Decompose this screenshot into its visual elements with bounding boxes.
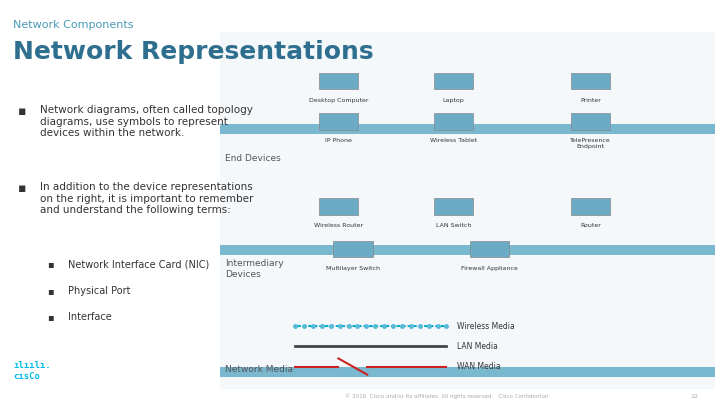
- Text: Wireless Router: Wireless Router: [314, 223, 363, 228]
- Text: Router: Router: [580, 223, 600, 228]
- Bar: [220, 367, 715, 377]
- Text: Laptop: Laptop: [443, 98, 464, 102]
- FancyBboxPatch shape: [433, 113, 474, 130]
- FancyBboxPatch shape: [571, 113, 611, 130]
- Text: IP Phone: IP Phone: [325, 138, 352, 143]
- Text: TelePresence
Endpoint: TelePresence Endpoint: [570, 138, 611, 149]
- Text: Physical Port: Physical Port: [68, 286, 131, 296]
- FancyBboxPatch shape: [433, 198, 474, 215]
- FancyBboxPatch shape: [318, 72, 358, 90]
- Text: Network diagrams, often called topology
diagrams, use symbols to represent
devic: Network diagrams, often called topology …: [40, 105, 253, 139]
- Text: Interface: Interface: [68, 312, 112, 322]
- Bar: [220, 245, 715, 255]
- Bar: [220, 124, 715, 134]
- Text: LAN Switch: LAN Switch: [436, 223, 472, 228]
- Text: LAN Media: LAN Media: [457, 342, 498, 351]
- FancyBboxPatch shape: [318, 198, 358, 215]
- FancyBboxPatch shape: [571, 72, 611, 90]
- Text: Wireless Tablet: Wireless Tablet: [430, 138, 477, 143]
- Text: Network Representations: Network Representations: [13, 40, 374, 64]
- Text: In addition to the device representations
on the right, it is important to remem: In addition to the device representation…: [40, 182, 253, 215]
- Text: Network Components: Network Components: [13, 20, 133, 30]
- Text: © 2016  Cisco and/or its affiliates. All rights reserved.   Cisco Confidential: © 2016 Cisco and/or its affiliates. All …: [345, 393, 548, 399]
- Text: Network Interface Card (NIC): Network Interface Card (NIC): [68, 259, 210, 269]
- Text: Intermediary
Devices: Intermediary Devices: [225, 259, 283, 279]
- Text: End Devices: End Devices: [225, 154, 280, 163]
- Text: ılıılı.
cısCo: ılıılı. cısCo: [13, 361, 50, 381]
- Text: ▪: ▪: [18, 182, 27, 195]
- Text: ▪: ▪: [18, 105, 27, 118]
- FancyBboxPatch shape: [333, 241, 373, 258]
- Text: ▪: ▪: [47, 286, 53, 296]
- Text: Multilayer Switch: Multilayer Switch: [325, 266, 380, 271]
- Text: Desktop Computer: Desktop Computer: [309, 98, 368, 102]
- Text: WAN Media: WAN Media: [457, 362, 501, 371]
- FancyBboxPatch shape: [470, 241, 510, 258]
- Text: Firewall Appliance: Firewall Appliance: [462, 266, 518, 271]
- FancyBboxPatch shape: [571, 198, 611, 215]
- Text: 22: 22: [690, 394, 698, 399]
- Text: Network Media: Network Media: [225, 364, 292, 373]
- FancyBboxPatch shape: [433, 72, 474, 90]
- Text: ▪: ▪: [47, 259, 53, 269]
- FancyBboxPatch shape: [220, 32, 715, 389]
- FancyBboxPatch shape: [318, 113, 358, 130]
- Text: Wireless Media: Wireless Media: [457, 322, 515, 330]
- Text: ▪: ▪: [47, 312, 53, 322]
- Text: Printer: Printer: [580, 98, 600, 102]
